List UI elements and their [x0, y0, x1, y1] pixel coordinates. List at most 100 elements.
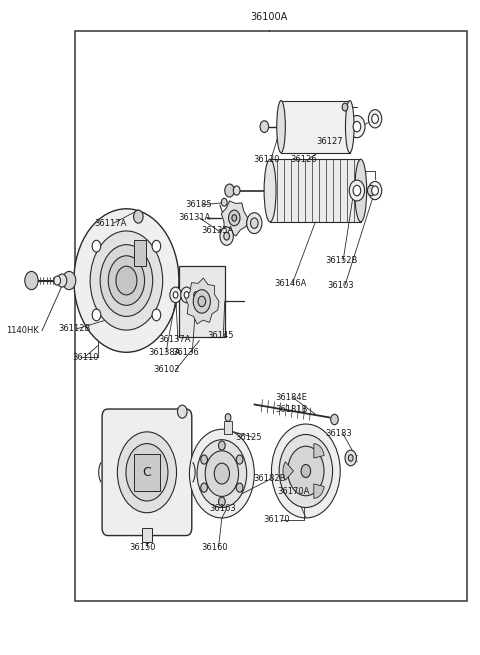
Text: 1140HK: 1140HK [6, 326, 39, 335]
Circle shape [92, 309, 101, 321]
Text: 36110: 36110 [72, 353, 98, 362]
Text: 36131A: 36131A [178, 214, 210, 223]
Circle shape [152, 309, 161, 321]
Text: 36181B: 36181B [275, 405, 307, 414]
Circle shape [232, 215, 237, 221]
Circle shape [74, 209, 179, 352]
Circle shape [54, 276, 60, 285]
FancyBboxPatch shape [102, 409, 192, 536]
Circle shape [348, 455, 353, 461]
Text: 36145: 36145 [207, 331, 234, 341]
Circle shape [201, 483, 207, 492]
Ellipse shape [264, 159, 276, 222]
Circle shape [349, 115, 365, 138]
Circle shape [368, 109, 382, 128]
Circle shape [228, 210, 240, 226]
Text: 36182B: 36182B [253, 474, 286, 483]
Circle shape [201, 455, 207, 464]
Circle shape [190, 429, 254, 518]
Circle shape [181, 287, 192, 303]
Wedge shape [314, 484, 324, 498]
Circle shape [342, 103, 348, 111]
Circle shape [184, 291, 189, 298]
Text: 36117A: 36117A [95, 219, 127, 228]
Text: 36103: 36103 [327, 280, 353, 290]
Circle shape [170, 287, 181, 303]
Circle shape [194, 291, 199, 298]
Circle shape [225, 184, 234, 197]
Ellipse shape [346, 100, 354, 153]
Circle shape [301, 464, 311, 477]
Circle shape [126, 443, 168, 501]
Text: 36152B: 36152B [325, 257, 357, 265]
Circle shape [173, 291, 178, 298]
Circle shape [90, 231, 163, 330]
Circle shape [260, 121, 269, 132]
Circle shape [279, 434, 333, 508]
Circle shape [108, 255, 144, 305]
Circle shape [331, 414, 338, 424]
Text: 36183: 36183 [325, 429, 352, 438]
Text: 36125: 36125 [235, 432, 262, 441]
Text: 36150: 36150 [129, 543, 156, 552]
Circle shape [92, 240, 101, 252]
Circle shape [368, 181, 382, 200]
Circle shape [214, 463, 229, 484]
Circle shape [353, 121, 361, 132]
Text: 36137A: 36137A [158, 335, 191, 345]
Polygon shape [185, 278, 219, 324]
Wedge shape [314, 443, 324, 458]
Bar [179, 265, 225, 337]
Circle shape [372, 114, 378, 123]
Circle shape [57, 274, 67, 287]
Circle shape [345, 450, 357, 466]
Text: 36146A: 36146A [275, 278, 307, 288]
Circle shape [62, 271, 76, 290]
Text: 36160: 36160 [201, 543, 228, 552]
Circle shape [272, 424, 340, 518]
Circle shape [133, 210, 143, 223]
Circle shape [193, 290, 210, 313]
Text: 36120: 36120 [253, 155, 280, 164]
Circle shape [236, 455, 243, 464]
Bar [281, 100, 350, 153]
Circle shape [152, 240, 161, 252]
Circle shape [218, 497, 225, 506]
Circle shape [178, 405, 187, 418]
Circle shape [117, 432, 177, 513]
Text: 36102: 36102 [153, 365, 180, 375]
Polygon shape [221, 201, 248, 236]
Circle shape [225, 413, 231, 421]
Bar [224, 421, 232, 434]
Circle shape [236, 483, 243, 492]
Text: 36138A: 36138A [148, 348, 181, 357]
Text: 36163: 36163 [209, 504, 236, 514]
Bar [133, 454, 160, 491]
Circle shape [191, 287, 202, 303]
Circle shape [116, 266, 137, 295]
Circle shape [218, 441, 225, 450]
Circle shape [197, 440, 247, 508]
Text: 36100A: 36100A [250, 12, 287, 22]
Text: 36170: 36170 [263, 515, 289, 525]
Bar [270, 159, 361, 222]
Circle shape [233, 186, 240, 195]
Text: 36170A: 36170A [277, 487, 310, 496]
Circle shape [251, 218, 258, 229]
Text: 36112B: 36112B [59, 324, 91, 333]
Circle shape [205, 451, 239, 496]
Bar [75, 31, 467, 601]
Text: 36126: 36126 [290, 155, 317, 164]
Text: 36136: 36136 [172, 348, 199, 357]
Wedge shape [283, 462, 293, 480]
Circle shape [220, 227, 233, 246]
Circle shape [224, 233, 229, 240]
Bar [133, 240, 145, 266]
Circle shape [288, 446, 324, 496]
Ellipse shape [277, 100, 285, 153]
Circle shape [353, 185, 361, 196]
Circle shape [25, 271, 38, 290]
Ellipse shape [355, 159, 367, 222]
Circle shape [221, 198, 227, 206]
Circle shape [367, 185, 375, 196]
